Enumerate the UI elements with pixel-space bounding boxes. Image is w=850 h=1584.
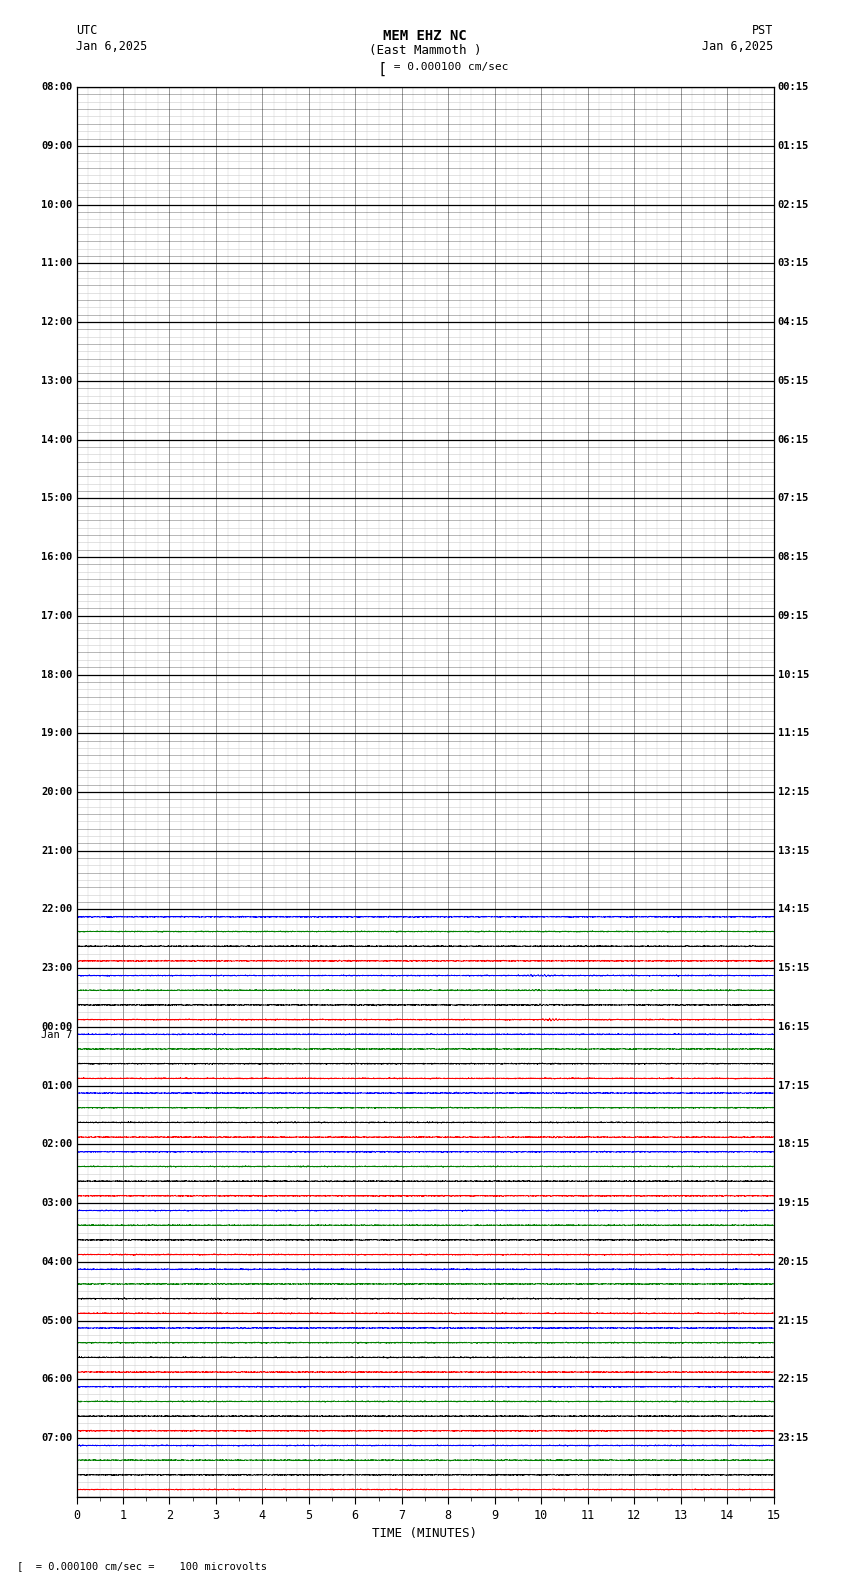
Text: 04:15: 04:15 (778, 317, 809, 326)
Text: 02:15: 02:15 (778, 200, 809, 209)
Text: 11:00: 11:00 (41, 258, 72, 268)
Text: 00:15: 00:15 (778, 82, 809, 92)
Text: 10:15: 10:15 (778, 670, 809, 680)
Text: 08:00: 08:00 (41, 82, 72, 92)
Text: UTC: UTC (76, 24, 98, 36)
Text: 23:15: 23:15 (778, 1434, 809, 1443)
Text: 11:15: 11:15 (778, 729, 809, 738)
Text: Jan 6,2025: Jan 6,2025 (702, 40, 774, 52)
Text: 16:15: 16:15 (778, 1022, 809, 1031)
Text: 14:00: 14:00 (41, 434, 72, 445)
Text: PST: PST (752, 24, 774, 36)
Text: Jan 6,2025: Jan 6,2025 (76, 40, 148, 52)
Text: 14:15: 14:15 (778, 904, 809, 914)
Text: 19:15: 19:15 (778, 1198, 809, 1209)
Text: 15:15: 15:15 (778, 963, 809, 973)
Text: 03:00: 03:00 (41, 1198, 72, 1209)
Text: 05:00: 05:00 (41, 1316, 72, 1326)
Text: 18:15: 18:15 (778, 1139, 809, 1150)
Text: 17:00: 17:00 (41, 611, 72, 621)
Text: 06:00: 06:00 (41, 1375, 72, 1384)
Text: 03:15: 03:15 (778, 258, 809, 268)
Text: MEM EHZ NC: MEM EHZ NC (383, 29, 467, 43)
Text: 05:15: 05:15 (778, 375, 809, 386)
Text: 21:15: 21:15 (778, 1316, 809, 1326)
X-axis label: TIME (MINUTES): TIME (MINUTES) (372, 1527, 478, 1540)
Text: 22:00: 22:00 (41, 904, 72, 914)
Text: 16:00: 16:00 (41, 553, 72, 562)
Text: 20:15: 20:15 (778, 1258, 809, 1267)
Text: 06:15: 06:15 (778, 434, 809, 445)
Text: [: [ (377, 62, 387, 76)
Text: 08:15: 08:15 (778, 553, 809, 562)
Text: 19:00: 19:00 (41, 729, 72, 738)
Text: 12:00: 12:00 (41, 317, 72, 326)
Text: [  = 0.000100 cm/sec =    100 microvolts: [ = 0.000100 cm/sec = 100 microvolts (17, 1562, 267, 1571)
Text: 02:00: 02:00 (41, 1139, 72, 1150)
Text: 21:00: 21:00 (41, 846, 72, 855)
Text: Jan 7: Jan 7 (41, 1030, 72, 1039)
Text: 22:15: 22:15 (778, 1375, 809, 1384)
Text: 01:00: 01:00 (41, 1080, 72, 1091)
Text: (East Mammoth ): (East Mammoth ) (369, 44, 481, 57)
Text: = 0.000100 cm/sec: = 0.000100 cm/sec (387, 62, 508, 71)
Text: 04:00: 04:00 (41, 1258, 72, 1267)
Text: 09:00: 09:00 (41, 141, 72, 150)
Text: 17:15: 17:15 (778, 1080, 809, 1091)
Text: 00:00: 00:00 (41, 1022, 72, 1031)
Text: 15:00: 15:00 (41, 493, 72, 504)
Text: 07:15: 07:15 (778, 493, 809, 504)
Text: 01:15: 01:15 (778, 141, 809, 150)
Text: 07:00: 07:00 (41, 1434, 72, 1443)
Text: 13:15: 13:15 (778, 846, 809, 855)
Text: 23:00: 23:00 (41, 963, 72, 973)
Text: 18:00: 18:00 (41, 670, 72, 680)
Text: 20:00: 20:00 (41, 787, 72, 797)
Text: 13:00: 13:00 (41, 375, 72, 386)
Text: 12:15: 12:15 (778, 787, 809, 797)
Text: 09:15: 09:15 (778, 611, 809, 621)
Text: 10:00: 10:00 (41, 200, 72, 209)
